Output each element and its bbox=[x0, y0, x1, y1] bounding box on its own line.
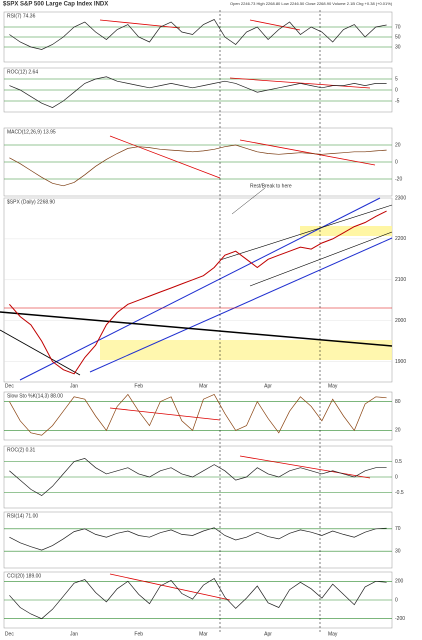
x-tick-label: Mar bbox=[199, 383, 208, 389]
x-tick-label: Jan bbox=[70, 383, 78, 389]
symbol: $SPX S&P 500 Large Cap Index INDX bbox=[3, 2, 108, 8]
panel-title: CCI(20) 189.00 bbox=[7, 573, 41, 579]
panel-title: MACD(12,26,9) 13.95 bbox=[7, 129, 56, 135]
panel-title: Slow Sto %K(14,3) 88.00 bbox=[7, 393, 63, 399]
x-tick-label: May bbox=[328, 631, 338, 637]
y-tick-label: 2100 bbox=[395, 277, 406, 283]
data-line bbox=[9, 458, 387, 497]
x-tick-label: Feb bbox=[134, 383, 143, 389]
x-tick-label: Feb bbox=[134, 631, 143, 637]
y-tick-label: 30 bbox=[395, 44, 401, 50]
trend-line bbox=[219, 204, 393, 261]
panel-frame bbox=[3, 511, 393, 569]
data-line bbox=[9, 210, 387, 375]
x-tick-label: May bbox=[328, 383, 338, 389]
y-tick-label: 70 bbox=[395, 24, 401, 30]
panel-title: RSI(7) 74.36 bbox=[7, 13, 36, 19]
trend-line bbox=[249, 231, 393, 287]
trend-line bbox=[239, 139, 376, 166]
y-tick-label: -0.5 bbox=[395, 490, 404, 496]
panel-title: $SPX (Daily) 2268.90 bbox=[7, 199, 55, 205]
y-tick-label: 2000 bbox=[395, 318, 406, 324]
panel-title: ROC(2) 0.31 bbox=[7, 447, 36, 453]
x-tick-label: Dec bbox=[5, 631, 14, 637]
y-tick-label: 20 bbox=[395, 142, 401, 148]
y-tick-label: 20 bbox=[395, 428, 401, 434]
trend-line bbox=[249, 19, 301, 31]
y-tick-label: -20 bbox=[395, 176, 402, 182]
y-tick-label: -5 bbox=[395, 98, 400, 104]
panel-title: RSI(14) 71.00 bbox=[7, 513, 38, 519]
y-tick-label: 5 bbox=[395, 76, 398, 82]
y-tick-label: 2200 bbox=[395, 236, 406, 242]
trend-line bbox=[239, 455, 371, 479]
y-tick-label: 30 bbox=[395, 549, 401, 555]
y-tick-label: 1900 bbox=[395, 359, 406, 365]
trend-line bbox=[0, 329, 81, 376]
data-line bbox=[9, 393, 387, 436]
zone bbox=[100, 340, 392, 360]
trend-line bbox=[109, 135, 221, 179]
trend-line bbox=[109, 407, 221, 421]
x-tick-label: Mar bbox=[199, 631, 208, 637]
data-line bbox=[9, 527, 387, 551]
y-tick-label: 0 bbox=[395, 87, 398, 93]
trend-line bbox=[229, 77, 371, 89]
panel-title: ROC(12) 2.64 bbox=[7, 69, 38, 75]
data-line bbox=[9, 578, 387, 620]
x-tick-label: Apr bbox=[264, 631, 272, 637]
x-tick-label: Dec bbox=[5, 383, 14, 389]
y-tick-label: -200 bbox=[395, 616, 405, 622]
trend-line bbox=[109, 573, 231, 601]
y-tick-label: 50 bbox=[395, 34, 401, 40]
quote: Open 2246.73 High 2268.80 Low 2246.50 Cl… bbox=[230, 1, 393, 6]
trend-line bbox=[89, 237, 393, 373]
y-tick-label: 0 bbox=[395, 474, 398, 480]
y-tick-label: 2300 bbox=[395, 195, 406, 201]
pointer bbox=[231, 187, 266, 215]
x-tick-label: Apr bbox=[264, 383, 272, 389]
data-line bbox=[9, 76, 387, 108]
y-tick-label: 70 bbox=[395, 526, 401, 532]
trend-line bbox=[99, 19, 181, 29]
trend-line bbox=[0, 311, 393, 347]
y-tick-label: 200 bbox=[395, 579, 404, 585]
annotation: Rest/Break to here bbox=[250, 183, 292, 189]
panel-frame bbox=[3, 391, 393, 441]
y-tick-label: 0 bbox=[395, 597, 398, 603]
data-line bbox=[9, 19, 387, 50]
data-line bbox=[9, 144, 387, 187]
y-tick-label: 0.5 bbox=[395, 459, 402, 465]
y-tick-label: 0 bbox=[395, 159, 398, 165]
x-tick-label: Jan bbox=[70, 631, 78, 637]
y-tick-label: 80 bbox=[395, 399, 401, 405]
